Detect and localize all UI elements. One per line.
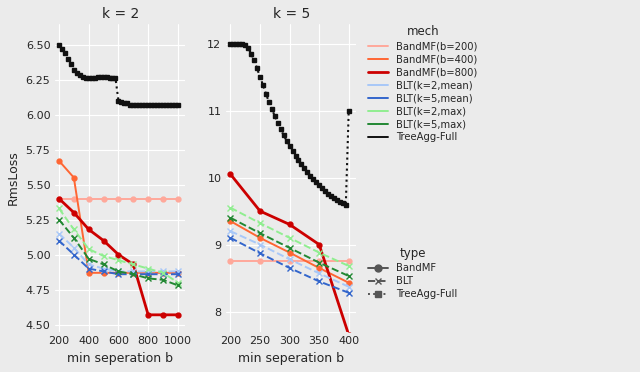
X-axis label: min seperation b: min seperation b [67, 352, 173, 365]
Legend: BandMF, BLT, TreeAgg-Full: BandMF, BLT, TreeAgg-Full [365, 244, 461, 302]
Title: k = 5: k = 5 [273, 7, 310, 21]
X-axis label: min seperation b: min seperation b [238, 352, 344, 365]
Title: k = 2: k = 2 [102, 7, 139, 21]
Y-axis label: RmsLoss: RmsLoss [7, 150, 20, 205]
